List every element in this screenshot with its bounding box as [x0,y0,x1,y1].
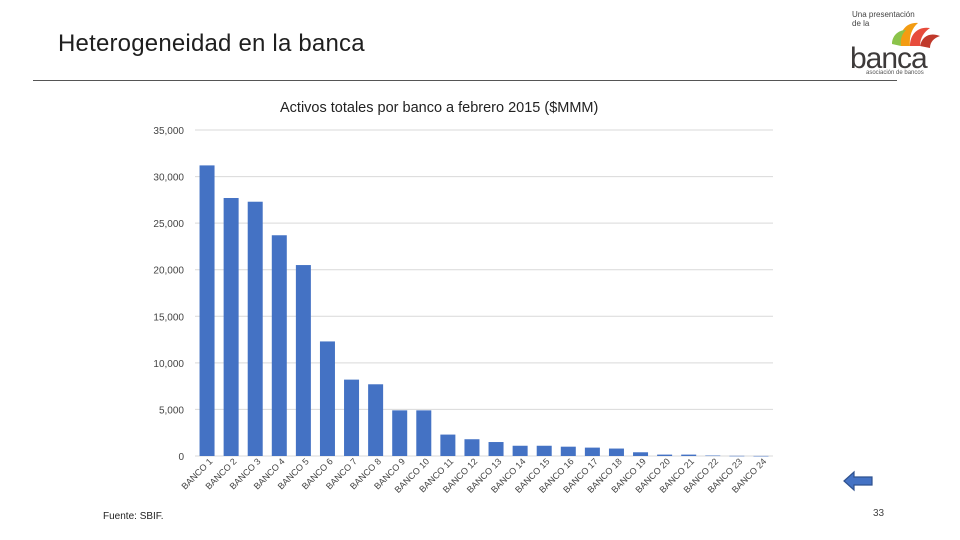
bar [368,384,384,456]
logo-wordmark: banca [850,42,928,75]
logo-swoosh-icon [892,22,940,48]
bar [416,410,432,456]
bar [464,439,480,456]
bar [247,201,263,456]
bar [753,455,769,457]
bar [271,235,287,456]
y-tick-label: 30,000 [153,173,184,184]
source-note: Fuente: SBIF. [103,511,164,522]
slide-title: Heterogeneidad en la banca [58,30,365,57]
y-tick-label: 5,000 [159,405,184,416]
bar [705,455,721,457]
bar [223,197,239,456]
page-number: 33 [873,508,885,519]
banca-logo: Una presentación de la banca asociación … [846,6,946,82]
bar [295,265,311,456]
logo-tagline-line2: de la [852,19,870,28]
bar [729,455,745,457]
bar [199,165,215,456]
y-tick-label: 15,000 [153,312,184,323]
logo-tagline-line1: Una presentación [852,10,915,19]
bar [584,447,600,456]
bar [512,445,528,456]
y-tick-label: 20,000 [153,266,184,277]
y-tick-label: 35,000 [153,126,184,137]
bar [633,452,649,456]
bar [681,454,697,456]
title-divider [33,80,897,81]
y-tick-label: 10,000 [153,359,184,370]
chart-title: Activos totales por banco a febrero 2015… [280,100,599,116]
bar [608,448,624,456]
back-arrow-icon[interactable] [842,470,874,492]
logo-subtitle: asociación de bancos [866,70,924,76]
bar [560,446,576,456]
bar [440,434,456,456]
bar [488,442,504,456]
bar [319,341,335,456]
bar [344,379,360,456]
bar [657,454,673,456]
bar [392,410,408,456]
y-tick-label: 25,000 [153,219,184,230]
bar [536,445,552,456]
y-tick-label: 0 [178,452,184,463]
